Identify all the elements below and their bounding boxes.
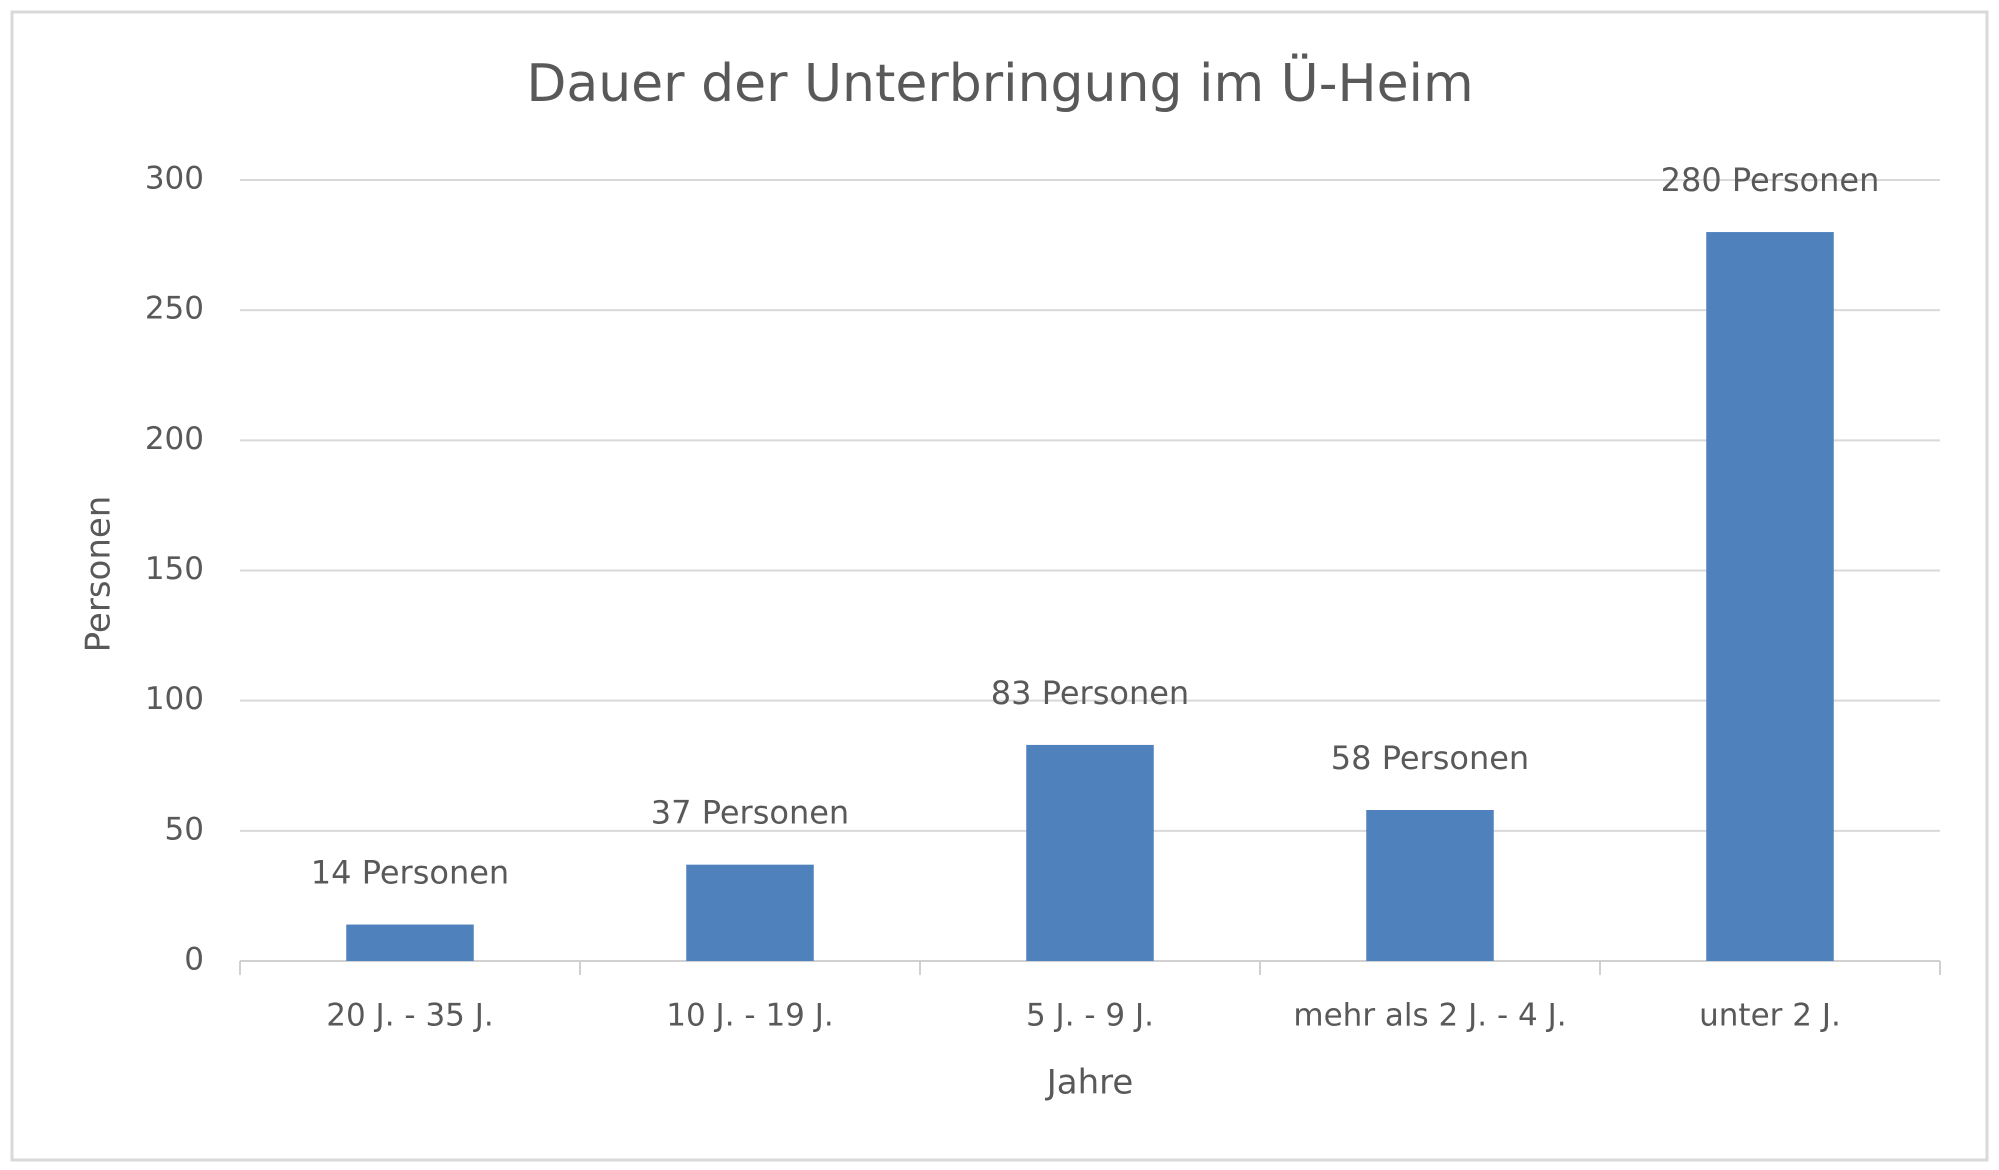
x-axis-label: Jahre [1045,1063,1134,1103]
bar [1706,232,1834,962]
x-tick-label: 5 J. - 9 J. [1026,998,1154,1034]
x-tick-label: 10 J. - 19 J. [666,998,834,1034]
data-label: 280 Personen [1661,161,1880,199]
bar [1026,744,1154,961]
data-label: 14 Personen [311,854,509,892]
y-tick-label: 250 [145,291,204,327]
x-tick-label: unter 2 J. [1699,998,1841,1034]
data-label: 37 Personen [651,794,849,832]
bar [686,864,814,961]
bar [1366,810,1494,961]
bar [346,924,474,961]
y-axis-label: Personen [79,496,119,653]
x-tick-label: mehr als 2 J. - 4 J. [1293,998,1566,1034]
x-tick-label: 20 J. - 35 J. [326,998,494,1034]
chart-title: Dauer der Unterbringung im Ü-Heim [526,53,1473,114]
data-label: 58 Personen [1331,739,1529,777]
y-tick-label: 50 [165,811,204,847]
y-tick-label: 100 [145,681,204,717]
y-tick-label: 300 [145,161,204,197]
y-tick-label: 0 [184,942,204,978]
y-tick-label: 150 [145,551,204,587]
y-tick-label: 200 [145,421,204,457]
data-label: 83 Personen [991,674,1189,712]
chart-frame [10,10,1989,1162]
